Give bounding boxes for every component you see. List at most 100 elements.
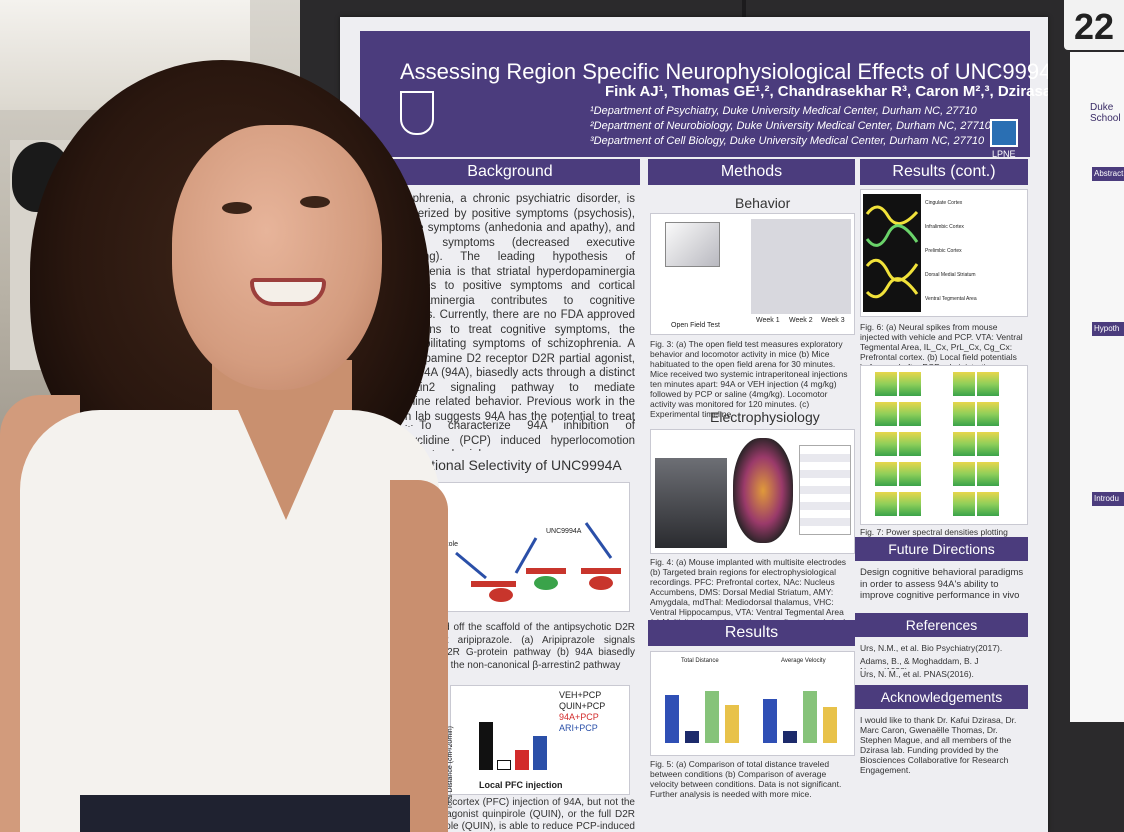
behavior-figure: Open Field Test Week 1 Week 2 Week 3 — [650, 213, 855, 335]
open-field-box — [665, 222, 720, 267]
spike-traces — [863, 194, 921, 312]
legend-veh-pcp: VEH+PCP — [559, 690, 602, 700]
presenter-face — [172, 125, 382, 390]
future-text: Design cognitive behavioral paradigms in… — [860, 567, 1024, 601]
heatmap-tile — [977, 462, 999, 486]
results-bar — [783, 731, 797, 743]
presenter-neckline — [238, 410, 334, 520]
heatmap-tile — [899, 492, 921, 516]
heatmap-tile — [953, 372, 975, 396]
mouse-photo — [655, 458, 727, 548]
results-bar — [665, 695, 679, 743]
functional-selectivity-title: Functional Selectivity of UNC9994A — [400, 457, 622, 473]
region-label: Cingulate Cortex — [925, 200, 963, 206]
presenter-left-eye — [222, 202, 252, 214]
presenter-skirt — [80, 795, 410, 832]
results-bar — [763, 699, 777, 743]
legend-94a-pcp: 94A+PCP — [559, 712, 599, 722]
affiliation: ²Department of Neurobiology, Duke Univer… — [590, 120, 991, 132]
heatmap-tile — [977, 402, 999, 426]
aim-text: Aim: To characterize 94A inhibition of p… — [380, 420, 635, 451]
results-bar — [725, 705, 739, 743]
heatmap-tile — [899, 432, 921, 456]
behavior-title: Behavior — [735, 195, 791, 211]
spike-svg — [865, 205, 919, 299]
bar-quin-pcp — [497, 760, 511, 770]
heatmap-tile — [953, 462, 975, 486]
heatmap-tile — [875, 402, 897, 426]
pfc-injection-chart: VEH+PCP QUIN+PCP 94A+PCP ARI+PCP Total D… — [447, 685, 630, 809]
week-label: Week 3 — [821, 317, 845, 324]
ephys-figure — [650, 429, 855, 554]
results-bar — [823, 707, 837, 743]
results-cont-heading: Results (cont.) — [860, 159, 1028, 185]
heatmap-tile — [977, 432, 999, 456]
brain-diagram — [733, 438, 793, 543]
reference-item: Urs, N.M., et al. Bio Psychiatry(2017). — [860, 643, 1003, 653]
region-label: Ventral Tegmental Area — [925, 296, 977, 302]
presenter-smile — [250, 278, 326, 306]
legend-ari-pcp: ARI+PCP — [559, 723, 598, 733]
fig5-caption: Fig. 5: (a) Comparison of total distance… — [650, 759, 842, 799]
neural-spikes-figure: Cingulate Cortex Infralimbic Cortex Prel… — [860, 189, 1028, 317]
results-bar — [803, 691, 817, 743]
lab-logo — [990, 119, 1018, 147]
week-label: Week 1 — [756, 317, 780, 324]
heatmap-tile — [977, 492, 999, 516]
heatmap-tile — [977, 372, 999, 396]
coordinates-table — [799, 445, 851, 535]
heatmap-tile — [953, 492, 975, 516]
bar-veh-pcp — [479, 722, 493, 770]
poster-title: Assessing Region Specific Neurophysiolog… — [400, 59, 1048, 84]
week-label: Week 2 — [789, 317, 813, 324]
results-bar — [705, 691, 719, 743]
affiliation: ³Department of Cell Biology, Duke Univer… — [590, 135, 985, 147]
side-poster-section: Hypoth — [1092, 322, 1124, 336]
region-label: Prelimbic Cortex — [925, 248, 962, 254]
presenter-right-eye — [300, 196, 330, 208]
signaling-diagram: Aripiprazole UNC9994A — [415, 482, 630, 612]
reference-item: Urs, N. M., et al. PNAS(2016). — [860, 669, 974, 679]
results-bar — [685, 731, 699, 743]
background-heading: Background — [380, 159, 640, 185]
bottom-caption: Local prefrontal cortex (PFC) injection … — [380, 797, 635, 832]
timeline-panel — [751, 219, 851, 314]
heatmap-tile — [875, 432, 897, 456]
reference-item: Adams, B., & Moghaddam, B. J Neuro(1998)… — [860, 656, 979, 669]
research-poster: Assessing Region Specific Neurophysiolog… — [340, 17, 1048, 832]
signaling-svg — [455, 522, 621, 602]
references-heading: References — [855, 613, 1028, 637]
presenter-right-arm — [390, 480, 448, 832]
functional-caption: 94A was based off the scaffold of the an… — [380, 622, 635, 671]
heatmap-tile — [875, 372, 897, 396]
open-field-label: Open Field Test — [671, 322, 720, 329]
poster-header: Assessing Region Specific Neurophysiolog… — [360, 31, 1048, 159]
results-charts: Total Distance Average Velocity — [650, 651, 855, 756]
background-text: schizophrenia, a chronic psychiatric dis… — [380, 193, 635, 427]
fig6-caption: Fig. 6: (a) Neural spikes from mouse inj… — [860, 322, 1023, 367]
bar-ari-pcp — [533, 736, 547, 770]
psd-heatmaps — [860, 365, 1028, 525]
heatmap-tile — [953, 432, 975, 456]
duke-shield-logo — [400, 91, 434, 135]
bar-94a-pcp — [515, 750, 529, 770]
presenter-shirt — [20, 410, 440, 832]
poster-authors: Fink AJ¹, Thomas GE¹,², Chandrasekhar R³… — [605, 83, 1048, 100]
heatmap-tile — [875, 492, 897, 516]
affiliation: ¹Department of Psychiatry, Duke Universi… — [590, 105, 977, 117]
side-poster-title: Duke School — [1090, 102, 1121, 124]
fig3-caption: Fig. 3: (a) The open field test measures… — [650, 339, 848, 419]
methods-heading: Methods — [648, 159, 855, 185]
lab-logo-label: LPNE — [992, 149, 1016, 159]
board-number: 22 — [1064, 0, 1124, 50]
region-label: Infralimbic Cortex — [925, 224, 964, 230]
heatmap-tile — [875, 462, 897, 486]
unc9994a-label: UNC9994A — [546, 528, 582, 535]
chart-title: Average Velocity — [781, 658, 826, 664]
legend-quin-pcp: QUIN+PCP — [559, 701, 606, 711]
heatmap-tile — [953, 402, 975, 426]
chart-title: Total Distance — [681, 658, 719, 664]
ephys-title: Electrophysiology — [710, 409, 820, 425]
heatmap-tile — [899, 402, 921, 426]
heatmap-tile — [899, 462, 921, 486]
